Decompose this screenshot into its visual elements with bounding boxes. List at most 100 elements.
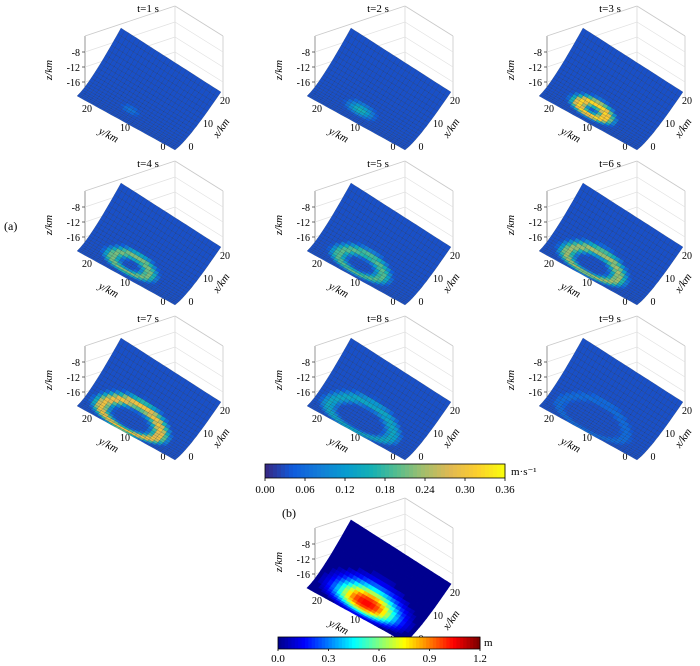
z-axis-label: z/km	[43, 60, 55, 81]
x-tick-label: 0	[189, 297, 194, 308]
grid-line	[404, 346, 454, 378]
z-tick-label: -8	[534, 48, 542, 59]
colorbar-a-segment	[361, 464, 366, 478]
colorbar-a-segment	[453, 464, 458, 478]
y-axis-label: y/km	[558, 125, 583, 146]
z-axis-label: z/km	[505, 215, 517, 236]
z-tick-label: -8	[302, 48, 310, 59]
colorbar-a-segment	[397, 464, 402, 478]
z-tick-label: -12	[67, 373, 80, 384]
panel-a-label: (a)	[4, 219, 17, 233]
z-tick-label: -16	[529, 388, 542, 399]
colorbar-a-segment	[365, 464, 370, 478]
y-axis-label: y/km	[96, 435, 121, 456]
colorbar-a-segment	[329, 464, 334, 478]
colorbar-a-segment	[285, 464, 290, 478]
surface-cell	[406, 140, 413, 146]
z-tick-label: -8	[302, 203, 310, 214]
colorbar-a-segment	[385, 464, 390, 478]
colorbar-a-segment	[317, 464, 322, 478]
grid-line	[636, 176, 686, 208]
y-axis-label: y/km	[96, 280, 121, 301]
surface-cell	[405, 142, 411, 147]
colorbar-a-segment	[277, 464, 282, 478]
axis-box-edge	[404, 160, 454, 192]
z-tick-label: -12	[529, 218, 542, 229]
y-axis-label: y/km	[326, 280, 351, 301]
y-tick-label: 10	[120, 433, 130, 444]
surface-cell	[195, 116, 203, 124]
y-tick-label: 20	[312, 104, 322, 115]
x-tick-label: 0	[651, 452, 656, 463]
colorbar-a-segment	[333, 464, 338, 478]
y-tick-label: 10	[582, 433, 592, 444]
x-tick-label: 0	[651, 142, 656, 153]
y-axis-label: y/km	[558, 280, 583, 301]
z-axis-label: z/km	[273, 215, 285, 236]
surface-cell	[413, 132, 420, 138]
grid-line	[636, 191, 686, 223]
y-tick-label: 10	[120, 278, 130, 289]
z-tick-label: -8	[302, 358, 310, 369]
y-tick-label: 10	[350, 278, 360, 289]
grid-line	[404, 176, 454, 208]
x-axis-label: x/km	[672, 271, 694, 296]
surface-cell	[197, 112, 205, 120]
colorbar-a-segment	[373, 464, 378, 478]
z-tick-label: -16	[529, 233, 542, 244]
z-tick-label: -16	[529, 78, 542, 89]
colorbar-a-segment	[445, 464, 450, 478]
y-tick-label: 20	[312, 259, 322, 270]
colorbar-a-segment	[269, 464, 274, 478]
snapshot-title: t=6 s	[599, 158, 621, 170]
surface-cell	[170, 146, 177, 151]
x-tick-label: 10	[433, 274, 443, 285]
colorbar-a-tick-label: 0.00	[255, 484, 275, 496]
axis-box-edge	[84, 160, 176, 192]
x-tick-label: 10	[203, 119, 213, 130]
colorbar-a-segment	[489, 464, 494, 478]
colorbar-a-segment	[297, 464, 302, 478]
y-tick-label: 0	[391, 142, 396, 153]
axis-box-edge	[314, 5, 406, 37]
y-tick-label: 10	[350, 123, 360, 134]
colorbar-a-segment	[421, 464, 426, 478]
surface-cell	[433, 104, 441, 112]
surface-cell	[206, 99, 215, 108]
z-tick-label: -16	[67, 233, 80, 244]
x-tick-label: 20	[220, 406, 230, 417]
colorbar-a-segment	[281, 464, 286, 478]
x-tick-label: 10	[203, 429, 213, 440]
z-axis-label: z/km	[43, 215, 55, 236]
colorbar-a-segment	[405, 464, 410, 478]
z-axis-label: z/km	[505, 370, 517, 391]
z-tick-label: -12	[67, 63, 80, 74]
y-axis-label: y/km	[558, 435, 583, 456]
surface-cell	[411, 134, 418, 140]
x-axis-label: x/km	[210, 116, 232, 141]
axis-box-edge	[174, 160, 224, 192]
colorbar-a-segment	[473, 464, 478, 478]
z-tick-label: -16	[297, 233, 310, 244]
colorbar-a-segment	[305, 464, 310, 478]
x-tick-label: 20	[220, 251, 230, 262]
y-axis-label: y/km	[326, 435, 351, 456]
x-axis-label: x/km	[672, 116, 694, 141]
grid-line	[636, 331, 686, 363]
x-tick-label: 0	[419, 142, 424, 153]
z-tick-label: -12	[297, 373, 310, 384]
y-tick-label: 20	[82, 259, 92, 270]
colorbar-a-segment	[409, 464, 414, 478]
colorbar-a-segment	[497, 464, 502, 478]
y-tick-label: 20	[544, 259, 554, 270]
colorbar-a-segment	[265, 464, 270, 478]
snapshot-title: t=3 s	[599, 3, 621, 15]
y-axis-label: y/km	[326, 125, 351, 146]
y-tick-label: 20	[82, 414, 92, 425]
colorbar-a-segment	[341, 464, 346, 478]
surface-cell	[408, 139, 415, 144]
